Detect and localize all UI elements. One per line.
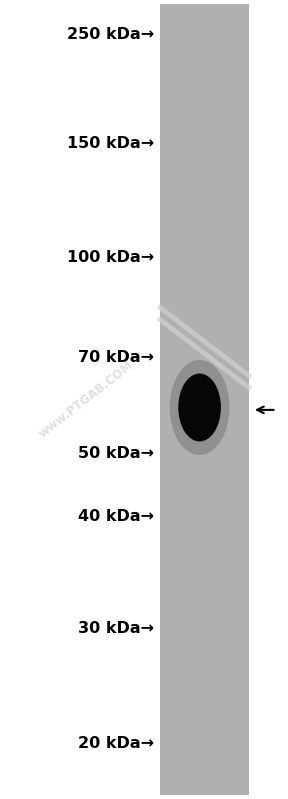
FancyBboxPatch shape <box>160 4 249 795</box>
Text: 50 kDa→: 50 kDa→ <box>78 447 154 461</box>
Text: 30 kDa→: 30 kDa→ <box>78 622 154 636</box>
Text: 70 kDa→: 70 kDa→ <box>78 351 154 365</box>
Text: 100 kDa→: 100 kDa→ <box>67 250 154 264</box>
Text: www.PTGAB.COM: www.PTGAB.COM <box>37 359 136 440</box>
Ellipse shape <box>170 360 230 455</box>
Text: 250 kDa→: 250 kDa→ <box>67 27 154 42</box>
Text: 20 kDa→: 20 kDa→ <box>78 736 154 750</box>
Text: 40 kDa→: 40 kDa→ <box>78 510 154 524</box>
Text: 150 kDa→: 150 kDa→ <box>67 137 154 151</box>
Ellipse shape <box>178 374 221 441</box>
